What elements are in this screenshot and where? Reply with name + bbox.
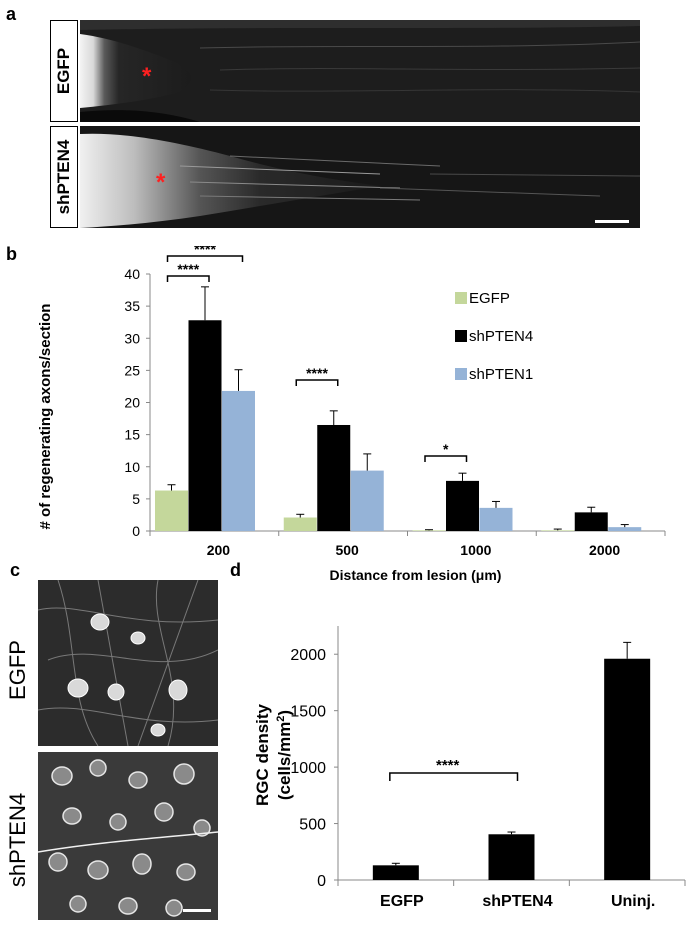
chart-b: 0 5 10 15 20 25 30 35 40 200 500 1000 2000 Distance f… [37,246,666,583]
significance-label-b: * [443,441,449,457]
legend-label-b: EGFP [469,290,510,307]
bar-d [488,834,535,880]
x-axis-label-b: Distance from lesion (μm) [330,567,502,583]
significance-bracket-d [389,772,519,781]
y-tick-label-d: 1500 [290,704,326,721]
x-tick-label-b: 500 [335,542,359,558]
x-tick-label-b: 200 [207,542,231,558]
scale-bar-a [595,220,629,223]
panel-a-label-egfp: EGFP [54,47,73,95]
panel-a-letter: a [6,4,17,24]
x-tick-label-d: shPTEN4 [482,893,552,910]
bar-b-shPTEN1 [608,527,642,531]
significance-label-b: **** [177,261,199,277]
bar-b-EGFP [155,490,188,531]
y-tick-label-d: 0 [317,873,326,890]
panel-c-label-shpten4-box: shPTEN4 [0,760,36,920]
x-tick-label-b: 2000 [589,542,620,558]
panel-d-letter: d [230,560,241,580]
micrograph-c-egfp-image [38,580,218,746]
significance-label-d: **** [436,757,460,774]
bar-d [604,658,651,880]
y-tick-label-b: 10 [124,459,140,475]
y-axis-label-d-units: (cells/mm2) [275,710,294,800]
panel-a-label-egfp-box: EGFP [50,20,78,122]
y-tick-label-b: 25 [124,362,140,378]
lesion-asterisk-b: * [156,169,166,196]
significance-label-b: **** [306,365,328,381]
x-tick-label-b: 1000 [460,542,491,558]
y-tick-label-b: 20 [124,395,140,411]
micrograph-a-shpten4-image: * [80,126,640,228]
y-tick-label-b: 40 [124,266,140,282]
bar-b-shPTEN1 [222,390,255,531]
bar-b-EGFP [541,530,575,531]
y-tick-label-b: 30 [124,330,140,346]
panel-a-label-shpten4-box: shPTEN4 [50,126,78,228]
legend-swatch-b [455,292,467,304]
bar-b-shPTEN1 [479,507,513,531]
bar-b-shPTEN4 [446,480,479,531]
chart-d: 0 500 1000 1500 2000 EGFP shPTEN4 Uninj. RGC den… [253,626,686,910]
significance-label-b: **** [194,246,216,257]
panel-b-letter: b [6,244,17,264]
micrograph-c-shpten4-image [38,752,218,920]
y-tick-label-d: 1000 [290,760,326,777]
lesion-asterisk-a: * [142,63,152,90]
significance-bracket-b [424,455,468,462]
legend-swatch-b [455,330,467,342]
panel-c-label-shpten4: shPTEN4 [5,792,30,888]
legend-label-b: shPTEN4 [469,328,533,345]
panel-c-label-egfp: EGFP [5,640,30,700]
bar-b-shPTEN4 [317,424,351,531]
y-tick-label-d: 500 [299,817,326,834]
y-tick-label-b: 0 [132,523,140,539]
legend-label-b: shPTEN1 [469,366,533,383]
significance-bracket-b [295,379,339,386]
panel-a-label-shpten4: shPTEN4 [54,139,73,215]
micrograph-c-egfp [38,580,218,746]
y-tick-label-b: 35 [124,298,140,314]
x-tick-label-d: EGFP [380,893,424,910]
scale-bar-c [183,909,211,912]
legend-swatch-b [455,368,467,380]
bar-b-shPTEN4 [188,320,222,531]
panel-c-letter: c [10,560,21,580]
bar-b-EGFP [412,530,446,531]
panel-c-label-egfp-box: EGFP [0,600,36,740]
bar-b-EGFP [283,517,317,531]
bar-b-shPTEN1 [350,470,384,531]
bar-b-shPTEN4 [574,512,608,531]
y-tick-label-d: 2000 [290,647,326,664]
y-axis-label-b: # of regenerating axons/section [37,304,54,530]
y-axis-label-d: RGC density [253,703,272,806]
micrograph-c-shpten4 [38,752,218,920]
micrograph-a-egfp: * [80,20,640,122]
significance-bracket-b [166,275,210,282]
bar-d [372,865,419,880]
y-tick-label-b: 15 [124,427,140,443]
micrograph-a-shpten4: * [80,126,640,228]
significance-bracket-b [166,255,244,262]
y-tick-label-b: 5 [132,491,140,507]
micrograph-a-egfp-image: * [80,20,640,122]
x-tick-label-d: Uninj. [611,893,655,910]
